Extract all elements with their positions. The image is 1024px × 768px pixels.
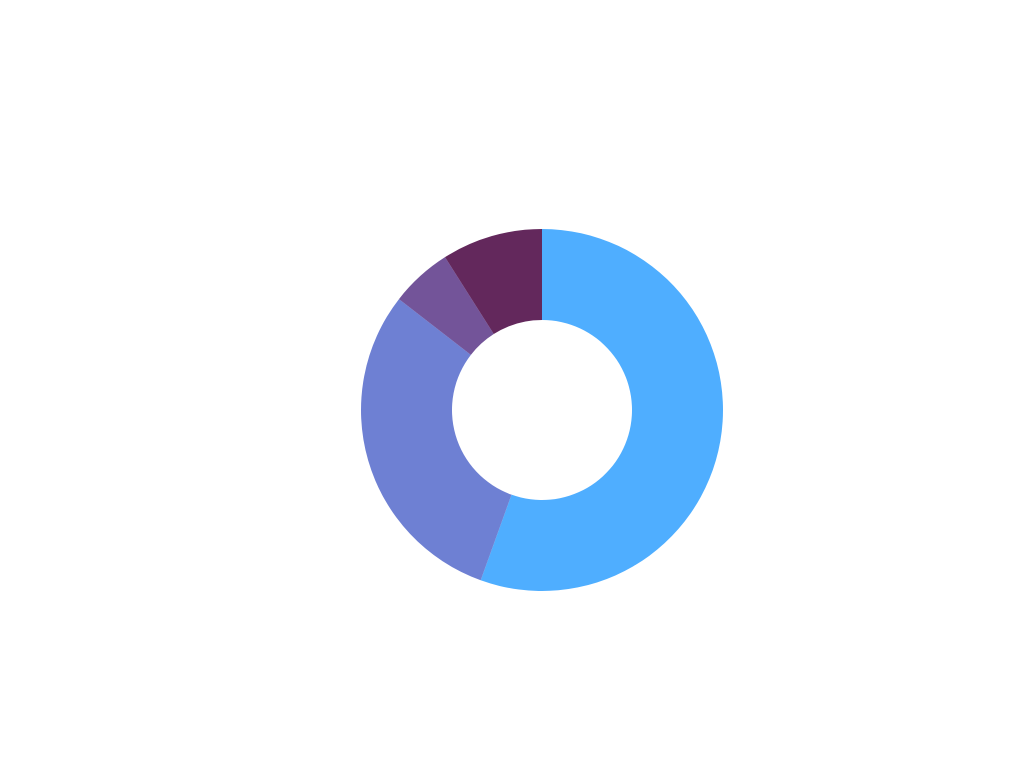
donut-slice-2[interactable] (360, 299, 512, 581)
donut-slice-1[interactable] (480, 229, 723, 591)
donut-slices (360, 229, 723, 591)
donut-slice-3[interactable] (398, 257, 494, 355)
donut-slice-4[interactable] (445, 229, 542, 335)
